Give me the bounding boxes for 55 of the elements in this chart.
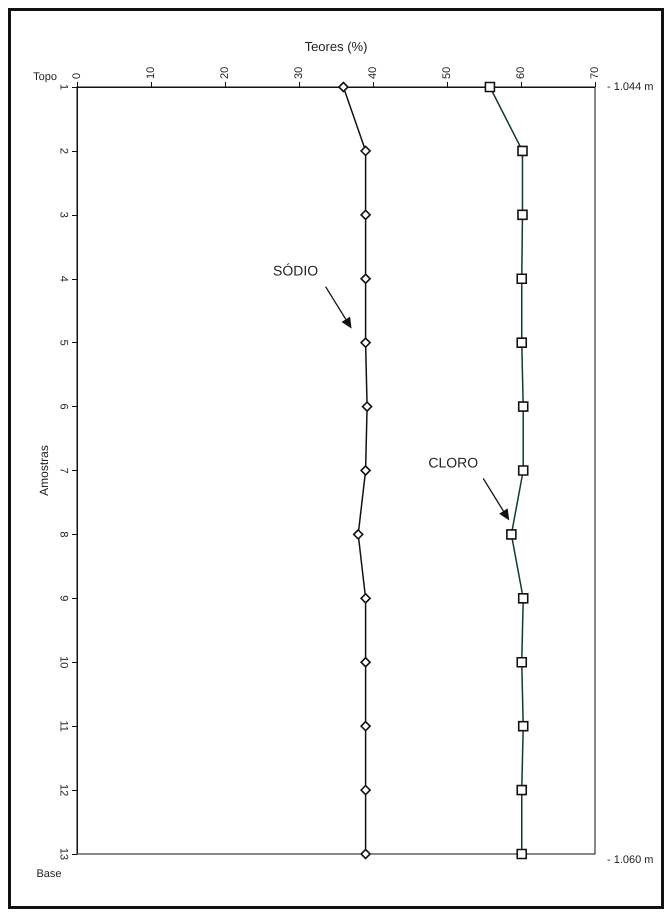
y-tick-label: 5: [58, 340, 70, 346]
point: [518, 593, 529, 604]
point: [360, 337, 371, 348]
point: [506, 529, 517, 540]
point: [360, 210, 371, 220]
point: [352, 529, 364, 540]
x-tick-label: 20: [219, 66, 231, 79]
y-tick-label: 10: [58, 656, 70, 668]
y-tick-label: 12: [58, 784, 70, 796]
x-tick-label: 50: [441, 66, 453, 79]
x-axis-title: Teores (%): [304, 39, 368, 54]
point: [360, 146, 371, 156]
point: [360, 848, 371, 860]
text: SÓDIO: [273, 262, 318, 279]
point: [360, 784, 371, 796]
point: [516, 656, 528, 668]
point: [360, 656, 371, 668]
point: [360, 465, 371, 476]
y-tick-label: 7: [58, 467, 70, 474]
text: - 1.044 m: [607, 81, 654, 93]
text: Topo: [33, 71, 57, 83]
point: [518, 720, 529, 732]
point: [516, 337, 528, 348]
point: [518, 465, 529, 476]
point: [360, 593, 371, 604]
y-tick-label: 11: [58, 720, 70, 732]
y-tick-label: 13: [58, 848, 70, 860]
x-tick-label: 40: [367, 66, 379, 79]
point: [516, 784, 528, 796]
y-tick-label: 8: [58, 531, 70, 538]
point: [517, 210, 528, 220]
y-tick-label: 4: [58, 276, 70, 282]
point: [338, 82, 349, 92]
y-axis-title: Amostras: [37, 445, 52, 496]
text: - 1.060 m: [607, 854, 654, 866]
point: [518, 401, 529, 412]
y-tick-label: 2: [58, 148, 70, 154]
point: [517, 146, 528, 156]
x-tick-label: 30: [293, 66, 305, 79]
point: [516, 848, 528, 860]
point: [362, 401, 372, 412]
text: Base: [36, 868, 62, 880]
y-tick-label: 9: [58, 595, 70, 602]
x-tick-label: 10: [145, 66, 157, 79]
point: [484, 82, 496, 92]
x-tick-label: 0: [71, 72, 83, 79]
x-tick-label: 60: [515, 66, 527, 79]
point: [360, 720, 371, 732]
y-tick-label: 3: [58, 212, 70, 218]
point: [360, 273, 371, 284]
y-tick-label: 6: [58, 404, 70, 410]
x-tick-label: 70: [589, 66, 601, 79]
point: [516, 273, 528, 284]
y-tick-label: 1: [58, 84, 70, 90]
text: CLORO: [428, 454, 478, 470]
